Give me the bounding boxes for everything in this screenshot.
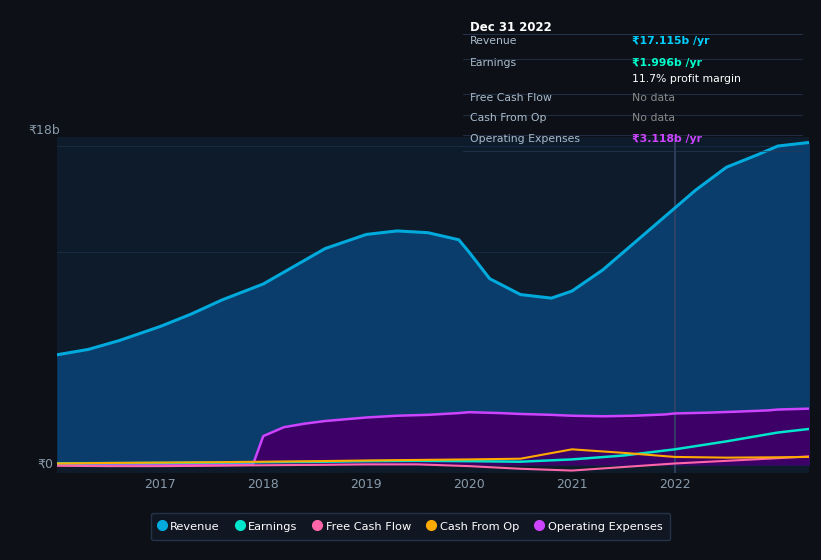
Text: Free Cash Flow: Free Cash Flow — [470, 93, 552, 102]
Text: Cash From Op: Cash From Op — [470, 113, 546, 123]
Text: Earnings: Earnings — [470, 58, 517, 68]
Text: Revenue: Revenue — [470, 36, 517, 46]
Text: ₹1.996b /yr: ₹1.996b /yr — [632, 58, 702, 68]
Text: ₹3.118b /yr: ₹3.118b /yr — [632, 133, 702, 143]
Text: No data: No data — [632, 113, 675, 123]
Text: 11.7% profit margin: 11.7% profit margin — [632, 74, 741, 84]
Legend: Revenue, Earnings, Free Cash Flow, Cash From Op, Operating Expenses: Revenue, Earnings, Free Cash Flow, Cash … — [151, 513, 670, 540]
Text: ₹17.115b /yr: ₹17.115b /yr — [632, 36, 709, 46]
Text: Dec 31 2022: Dec 31 2022 — [470, 21, 552, 34]
Text: No data: No data — [632, 93, 675, 102]
Text: Operating Expenses: Operating Expenses — [470, 133, 580, 143]
Text: ₹18b: ₹18b — [29, 124, 61, 137]
Text: ₹0: ₹0 — [38, 458, 53, 471]
